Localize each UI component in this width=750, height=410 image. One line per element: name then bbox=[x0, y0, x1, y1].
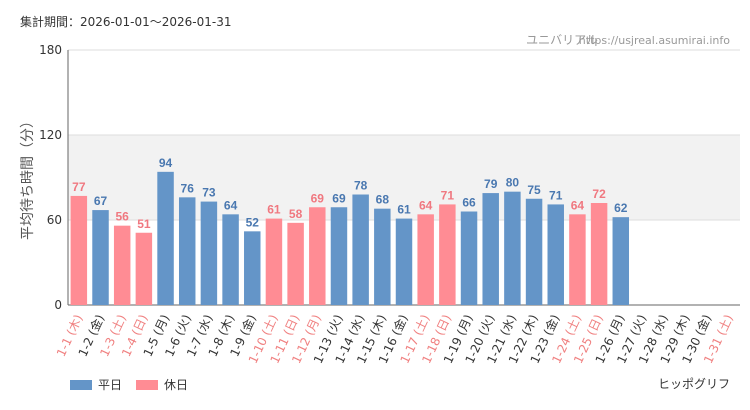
y-tick-label: 120 bbox=[39, 128, 62, 142]
bar bbox=[460, 211, 478, 305]
bar bbox=[439, 204, 456, 305]
value-label: 76 bbox=[181, 181, 195, 195]
value-label: 71 bbox=[549, 188, 563, 202]
value-label: 94 bbox=[159, 156, 173, 170]
bar bbox=[178, 197, 196, 305]
legend-label: 平日 bbox=[98, 378, 122, 392]
value-label: 80 bbox=[506, 176, 520, 190]
bar bbox=[222, 214, 239, 305]
value-label: 61 bbox=[397, 203, 411, 217]
bar bbox=[482, 193, 499, 305]
bar bbox=[374, 208, 391, 305]
value-label: 73 bbox=[202, 186, 216, 200]
bar bbox=[309, 207, 326, 305]
y-tick-label: 180 bbox=[39, 43, 62, 57]
value-label: 62 bbox=[614, 201, 628, 215]
legend-swatch bbox=[70, 380, 92, 390]
value-label: 52 bbox=[246, 215, 260, 229]
value-label: 69 bbox=[332, 191, 346, 205]
value-label: 64 bbox=[419, 198, 433, 212]
bar bbox=[135, 232, 153, 305]
y-axis-label: 平均待ち時間（分） bbox=[20, 114, 36, 240]
value-label: 67 bbox=[94, 194, 108, 208]
bar bbox=[113, 225, 131, 305]
bar bbox=[287, 222, 304, 305]
y-tick-label: 0 bbox=[54, 298, 62, 312]
value-label: 69 bbox=[311, 191, 325, 205]
site-url: https://usjreal.asumirai.info bbox=[579, 34, 730, 47]
value-label: 51 bbox=[137, 217, 151, 231]
y-tick-label: 60 bbox=[47, 213, 62, 227]
bar bbox=[200, 201, 218, 305]
value-label: 71 bbox=[441, 188, 455, 202]
value-label: 64 bbox=[571, 198, 585, 212]
bar bbox=[612, 217, 630, 305]
value-label: 68 bbox=[376, 193, 390, 207]
legend-label: 休日 bbox=[164, 378, 188, 392]
bar bbox=[547, 204, 564, 305]
bar bbox=[244, 231, 261, 305]
bar bbox=[569, 214, 586, 305]
value-label: 78 bbox=[354, 179, 368, 193]
value-label: 77 bbox=[72, 180, 86, 194]
bar bbox=[330, 207, 348, 305]
bar bbox=[157, 171, 174, 305]
value-label: 58 bbox=[289, 207, 303, 221]
value-label: 72 bbox=[592, 187, 606, 201]
bar bbox=[395, 218, 413, 305]
value-label: 64 bbox=[224, 198, 238, 212]
bar bbox=[504, 191, 521, 305]
bar bbox=[92, 210, 109, 305]
legend-swatch bbox=[136, 380, 158, 390]
value-label: 66 bbox=[462, 196, 476, 210]
bar bbox=[525, 198, 543, 305]
bar bbox=[417, 214, 434, 305]
value-label: 79 bbox=[484, 177, 498, 191]
value-label: 56 bbox=[116, 210, 130, 224]
site-name: ユニバリアル bbox=[526, 33, 598, 47]
bar bbox=[265, 218, 283, 305]
value-label: 75 bbox=[527, 183, 541, 197]
period: 集計期間：2026-01-01～2026-01-31 bbox=[20, 14, 231, 29]
value-label: 61 bbox=[267, 203, 281, 217]
bar bbox=[70, 195, 88, 305]
bar bbox=[352, 194, 369, 305]
bar bbox=[590, 203, 608, 305]
attraction: ヒッポグリフ bbox=[658, 377, 730, 391]
